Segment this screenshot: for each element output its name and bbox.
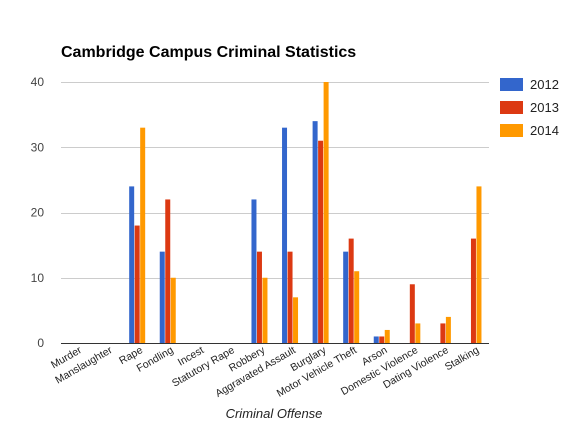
bar-2013 (287, 251, 293, 343)
bar-2013 (348, 238, 354, 343)
bar-2012 (343, 251, 349, 343)
bar-2013 (256, 251, 262, 343)
bar-2013 (440, 323, 446, 343)
y-tick-label: 0 (37, 336, 44, 350)
bar-2014 (476, 186, 482, 343)
bar-2014 (384, 329, 390, 343)
bar-2012 (282, 127, 288, 343)
bar-2014 (293, 297, 299, 343)
y-axis-ticks: 0 10 20 30 40 (31, 75, 45, 350)
bar-2014 (170, 277, 176, 343)
bar-2014 (445, 316, 451, 343)
bar-2014 (140, 127, 146, 343)
legend-swatch-2013 (500, 101, 523, 114)
legend-label: 2013 (530, 100, 559, 115)
y-tick-label: 20 (31, 206, 45, 220)
legend-swatch-2012 (500, 78, 523, 91)
bar-2014 (354, 271, 360, 343)
y-tick-label: 10 (31, 271, 45, 285)
bar-2013 (134, 225, 140, 343)
bar-2013 (318, 140, 324, 343)
bar-2014 (323, 82, 329, 343)
bar-2012 (312, 121, 318, 344)
bar-2014 (262, 277, 268, 343)
x-category-label: Stalking (443, 344, 481, 373)
legend: 2012 2013 2014 (500, 77, 559, 138)
x-axis-title: Criminal Offense (226, 406, 323, 421)
bar-2012 (159, 251, 165, 343)
chart-title: Cambridge Campus Criminal Statistics (61, 44, 356, 61)
legend-label: 2014 (530, 123, 559, 138)
bar-2012 (373, 336, 379, 343)
bars (129, 82, 482, 344)
gridlines (61, 82, 489, 344)
bar-2014 (415, 323, 421, 343)
bar-2013 (379, 336, 385, 343)
legend-label: 2012 (530, 77, 559, 92)
y-tick-label: 40 (31, 75, 45, 89)
bar-2013 (165, 199, 171, 343)
bar-2013 (470, 238, 476, 343)
bar-2012 (251, 199, 257, 343)
bar-2013 (409, 284, 415, 343)
bar-2012 (129, 186, 135, 343)
y-tick-label: 30 (31, 140, 45, 154)
legend-swatch-2014 (500, 124, 523, 137)
